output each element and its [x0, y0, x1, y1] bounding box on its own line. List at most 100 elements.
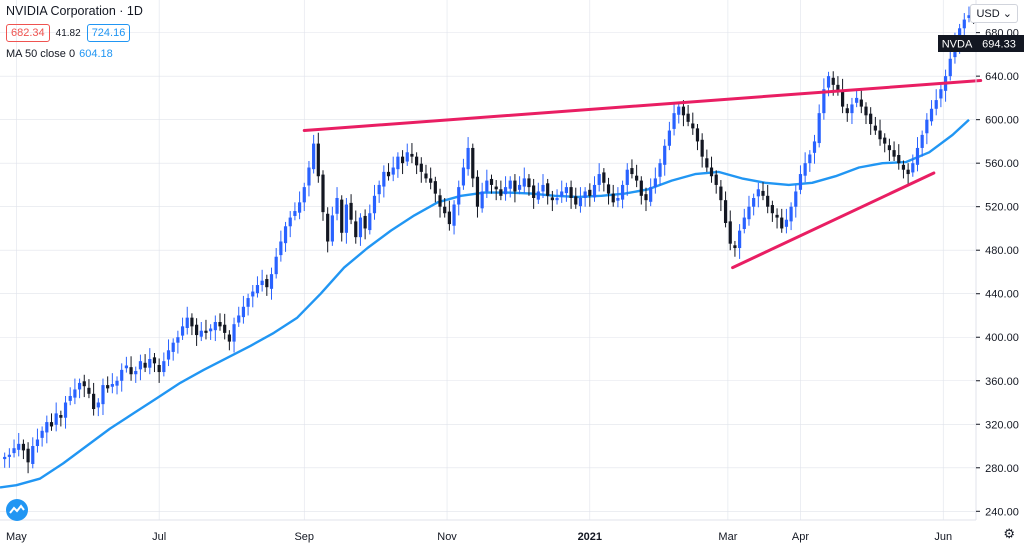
candle-body — [148, 358, 152, 368]
ma-label: MA 50 close 0 — [6, 48, 76, 60]
candle-body — [817, 113, 821, 144]
candle-body — [812, 141, 817, 153]
y-tick-label: 360.00 — [985, 376, 1019, 388]
candle-body — [639, 180, 643, 196]
candle-body — [7, 454, 11, 457]
candle-body — [831, 77, 835, 85]
candle-body — [265, 279, 269, 288]
currency-dropdown[interactable]: USD ⌄ — [970, 4, 1018, 23]
ma-value: 604.18 — [79, 48, 113, 60]
x-tick-label: Jul — [152, 531, 166, 543]
gear-icon[interactable]: ⚙ — [1003, 526, 1015, 541]
candle-body — [424, 173, 428, 179]
candle-body — [321, 174, 325, 213]
candle-body — [911, 163, 915, 173]
candle-body — [246, 298, 250, 307]
candle-body — [312, 143, 316, 170]
price-axis[interactable]: 680.00640.00600.00560.00520.00480.00440.… — [976, 28, 1019, 519]
candle-body — [344, 204, 348, 233]
quote-row: 682.34 41.82 724.16 — [6, 24, 143, 42]
candle-body — [742, 217, 746, 229]
candle-body — [241, 306, 246, 318]
candle-body — [73, 389, 77, 398]
ma-legend[interactable]: MA 50 close 0 604.18 — [6, 48, 143, 60]
candle-body — [789, 206, 793, 222]
chart-legend: NVIDIA Corporation · 1D 682.34 41.82 724… — [6, 4, 143, 60]
candle-body — [157, 364, 161, 373]
candle-body — [592, 184, 597, 198]
candle-body — [822, 89, 826, 114]
candle-body — [845, 108, 849, 114]
x-tick-label: 2021 — [578, 531, 602, 543]
candle-body — [251, 291, 255, 297]
candle-body — [546, 183, 550, 196]
candle-body — [316, 143, 320, 177]
x-tick-label: Mar — [718, 531, 737, 543]
candle-body — [138, 361, 143, 370]
x-tick-label: Apr — [792, 531, 809, 543]
candle-body — [733, 245, 737, 249]
x-tick-label: Jun — [934, 531, 952, 543]
candle-body — [635, 175, 639, 181]
tradingview-logo-icon[interactable] — [6, 499, 28, 521]
candle-body — [752, 197, 756, 207]
candle-body — [873, 125, 877, 131]
candle-body — [887, 145, 892, 151]
candle-body — [522, 178, 526, 187]
candle-body — [939, 89, 943, 99]
candle-body — [96, 402, 100, 408]
candle-body — [901, 164, 906, 170]
candle-body — [588, 189, 592, 196]
candle-body — [719, 186, 723, 201]
candle-body — [597, 174, 601, 185]
candle-body — [929, 108, 934, 122]
candle-body — [840, 89, 845, 107]
candle-body — [569, 187, 573, 198]
candle-body — [330, 215, 334, 242]
candle-body — [878, 130, 882, 140]
buy-price-button[interactable]: 724.16 — [86, 24, 131, 42]
candle-body — [897, 155, 901, 164]
candle-body — [12, 448, 16, 454]
candle-body — [532, 185, 536, 198]
candle-body — [475, 176, 480, 207]
candle-body — [564, 187, 569, 194]
candle-body — [354, 221, 358, 238]
sell-price-button[interactable]: 682.34 — [6, 24, 50, 42]
candle-body — [527, 178, 531, 188]
trendline — [302, 79, 983, 133]
x-tick-label: Nov — [437, 531, 457, 543]
candle-body — [555, 197, 559, 201]
candle-body — [438, 195, 442, 207]
ma50-line — [0, 118, 970, 489]
candle-body — [255, 285, 260, 294]
candle-body — [274, 256, 278, 275]
candle-body — [485, 180, 489, 192]
candle-body — [625, 169, 629, 185]
candle-body — [63, 402, 68, 418]
candle-body — [124, 365, 128, 369]
y-tick-label: 240.00 — [985, 506, 1019, 518]
candle-body — [536, 191, 540, 200]
candle-body — [363, 215, 367, 229]
candle-body — [293, 211, 297, 216]
candle-body — [560, 191, 564, 197]
candle-body — [152, 357, 157, 364]
candle-body — [513, 180, 517, 192]
candle-body — [386, 171, 391, 177]
last-price-marker: NVDA 694.33 — [938, 35, 1024, 52]
candle-body — [738, 230, 742, 249]
candle-body — [101, 385, 105, 405]
candle-body — [26, 448, 30, 463]
candle-body — [480, 191, 484, 209]
candle-body — [68, 395, 72, 401]
candle-body — [471, 147, 475, 179]
candle-body — [288, 217, 292, 227]
candle-body — [260, 280, 264, 286]
time-axis[interactable]: May Jul Sep Nov 2021 Mar Apr Jun — [6, 531, 952, 543]
candle-body — [803, 163, 807, 176]
candle-body — [382, 171, 386, 187]
candle-body — [915, 147, 920, 165]
last-price-tag — [976, 35, 1024, 52]
